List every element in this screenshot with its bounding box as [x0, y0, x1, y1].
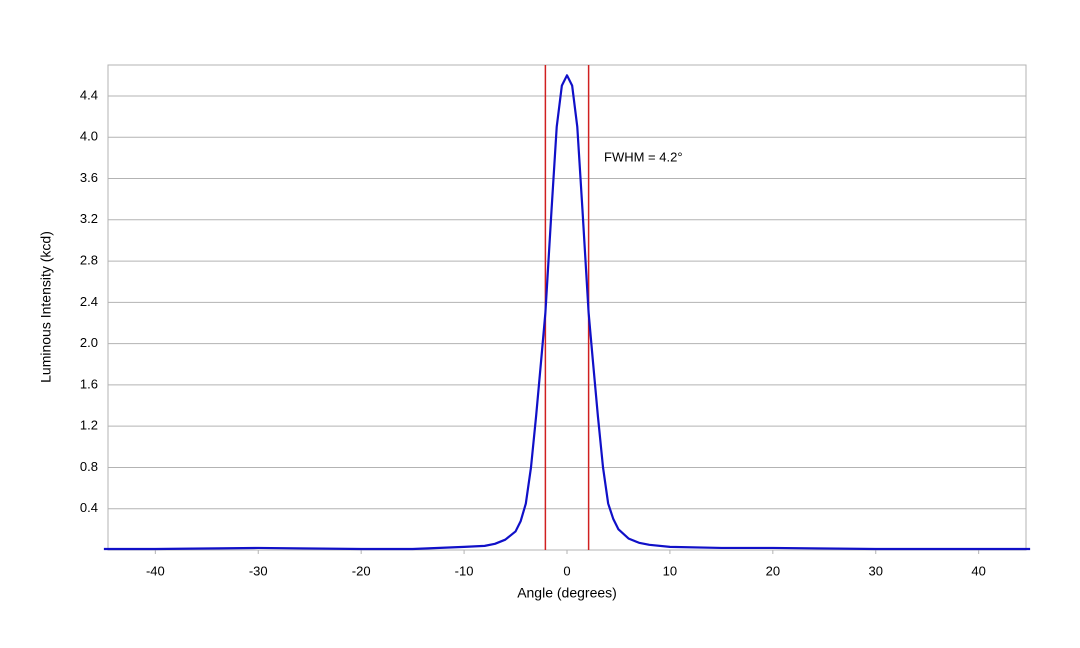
y-tick-label: 4.4 — [80, 87, 98, 102]
x-tick-label: -30 — [249, 563, 268, 578]
y-tick-label: 2.0 — [80, 335, 98, 350]
y-tick-label: 1.2 — [80, 418, 98, 433]
x-tick-label: -20 — [352, 563, 371, 578]
y-tick-label: 0.4 — [80, 500, 98, 515]
x-tick-label: -40 — [146, 563, 165, 578]
x-tick-label: 20 — [766, 563, 780, 578]
y-tick-label: 3.6 — [80, 170, 98, 185]
x-tick-label: 0 — [563, 563, 570, 578]
y-tick-label: 2.4 — [80, 294, 98, 309]
plot-border — [107, 64, 1027, 551]
y-tick-label: 1.6 — [80, 376, 98, 391]
y-axis-label: Luminous Intensity (kcd) — [38, 231, 54, 383]
x-tick-label: 10 — [663, 563, 677, 578]
annotation: FWHM = 4.2° — [604, 149, 683, 164]
x-tick-label: 30 — [869, 563, 883, 578]
x-tick-label: -10 — [455, 563, 474, 578]
y-tick-label: 3.2 — [80, 211, 98, 226]
y-tick-label: 2.8 — [80, 253, 98, 268]
x-tick-label: 40 — [971, 563, 985, 578]
data-line — [103, 74, 1031, 551]
y-tick-label: 4.0 — [80, 129, 98, 144]
y-tick-label: 0.8 — [80, 459, 98, 474]
x-axis-label: Angle (degrees) — [517, 585, 617, 601]
